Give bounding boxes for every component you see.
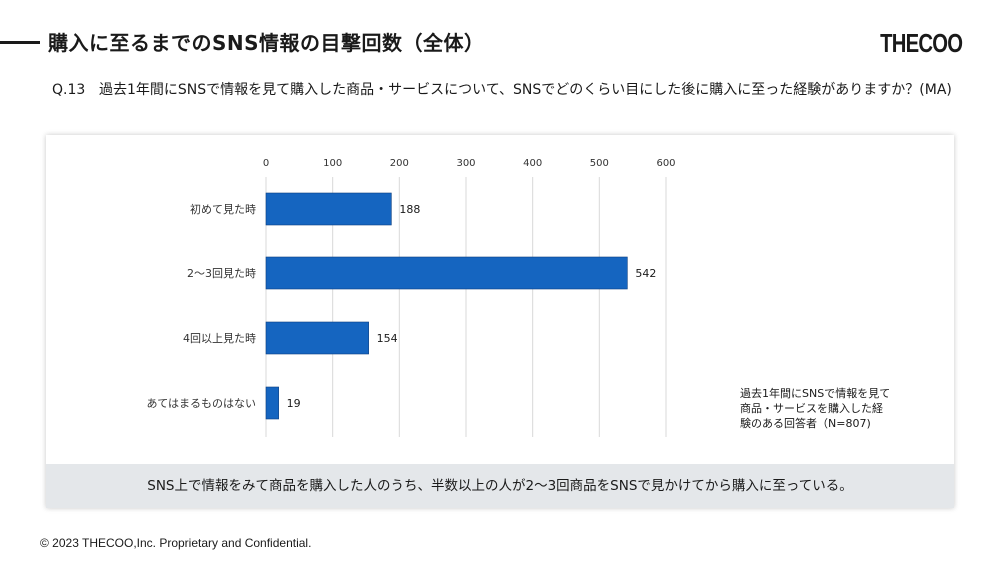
value-label: 542	[635, 267, 656, 280]
x-tick-label: 200	[390, 158, 409, 169]
question-number: Q.13	[52, 82, 86, 98]
x-tick-label: 300	[456, 158, 475, 169]
page-title: 購入に至るまでのSNS情報の目撃回数（全体）	[48, 31, 485, 55]
category-label: あてはまるものはない	[146, 397, 256, 410]
title-accent-line	[0, 41, 40, 44]
bar	[265, 192, 392, 226]
question-text: 過去1年間にSNSで情報を見て購入した商品・サービスについて、SNSでどのくらい…	[99, 82, 952, 98]
x-tick-label: 500	[590, 158, 609, 169]
brand-logo: THECOO	[879, 28, 963, 58]
bar	[265, 256, 628, 290]
value-label: 154	[377, 332, 398, 345]
respondent-note: 過去1年間にSNSで情報を見て 商品・サービスを購入した経 験のある回答者（N=…	[740, 387, 891, 430]
bar-chart: 0 100 200 300 400 500 600 初めて見た時 188 2〜3回見た時 542 4回…	[146, 158, 676, 437]
category-label: 初めて見た時	[190, 202, 256, 216]
category-label: 2〜3回見た時	[187, 267, 256, 280]
bar	[265, 321, 369, 355]
summary-text: SNS上で情報をみて商品を購入した人のうち、半数以上の人が2〜3回商品をSNSで…	[46, 464, 954, 508]
x-tick-label: 100	[323, 158, 342, 169]
copyright-footer: © 2023 THECOO,Inc. Proprietary and Confi…	[40, 536, 312, 550]
category-label: 4回以上見た時	[183, 332, 256, 345]
bar	[265, 386, 279, 420]
x-tick-label: 400	[523, 158, 542, 169]
x-tick-label: 0	[263, 158, 269, 169]
value-label: 19	[287, 397, 301, 410]
x-tick-label: 600	[656, 158, 675, 169]
question: Q.13 過去1年間にSNSで情報を見て購入した商品・サービスについて、SNSで…	[52, 80, 962, 100]
value-label: 188	[399, 203, 420, 216]
chart-panel: 0 100 200 300 400 500 600 初めて見た時 188 2〜3回見た時 542 4回…	[46, 135, 954, 508]
